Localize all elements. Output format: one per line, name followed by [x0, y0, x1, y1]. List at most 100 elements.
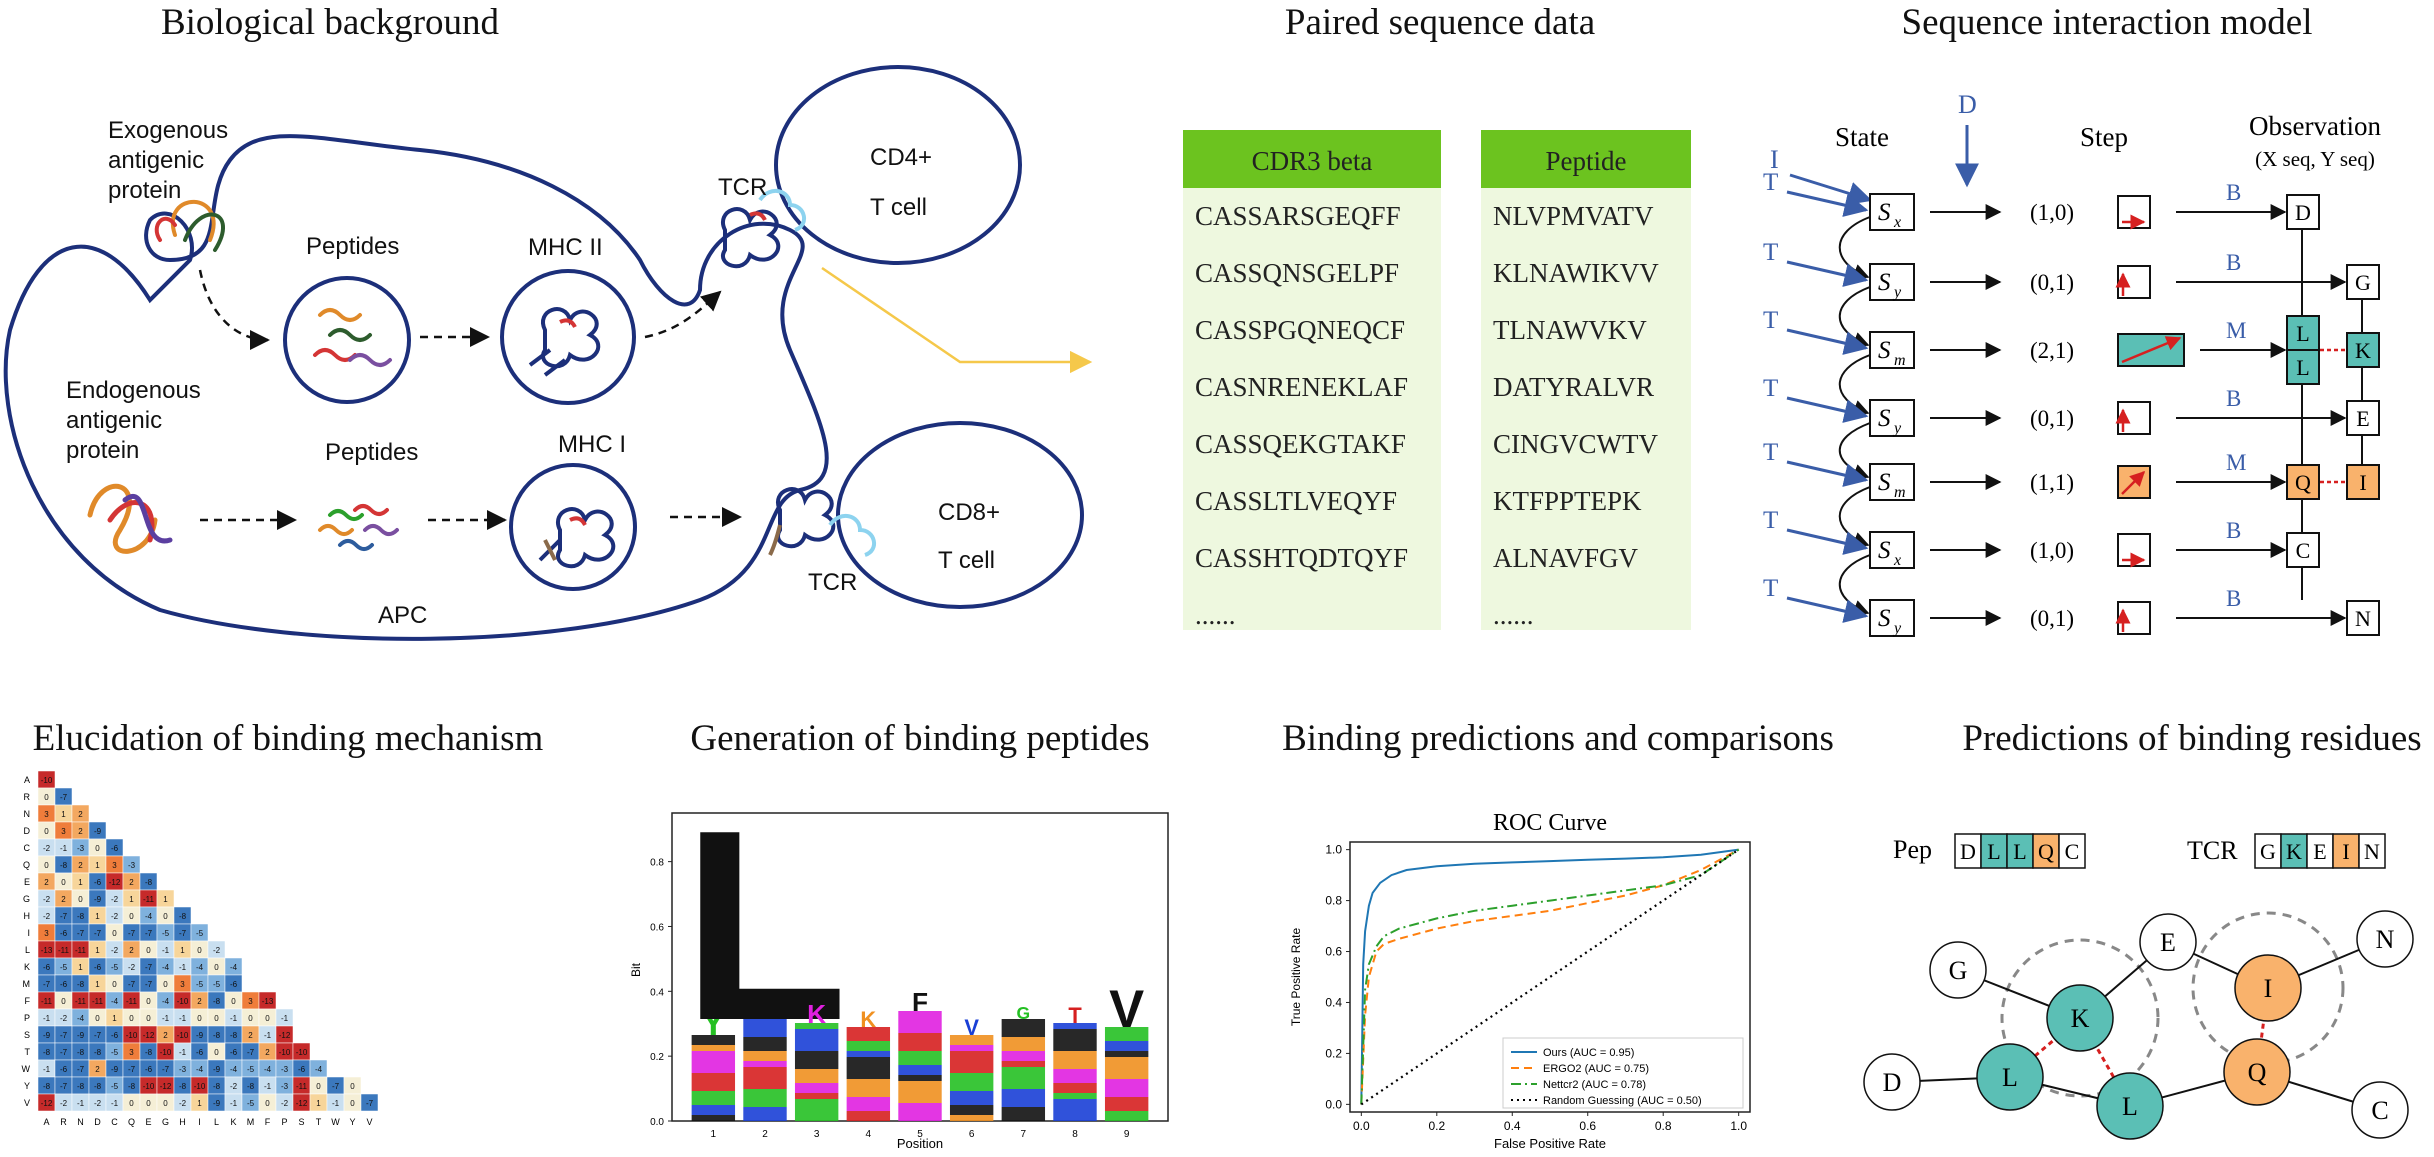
transition-label: T	[1763, 169, 1778, 196]
mhc1-molecule-icon	[538, 507, 616, 569]
cdr3-table: CDR3 beta CASSARSGEQFF CASSQNSGELPF CASSPG…	[1183, 130, 1441, 630]
peptide-header: Peptide	[1546, 146, 1627, 176]
tcr-residue-box	[2306, 833, 2334, 869]
logo-xlabel: Position	[897, 1136, 943, 1151]
label-apc: APC	[378, 602, 427, 629]
heatmap-row-label: M	[23, 979, 31, 989]
heatmap-cell-value: -1	[60, 844, 68, 853]
label-tcr-1: TCR	[718, 174, 767, 201]
heatmap-cell-value: -11	[58, 946, 70, 955]
logo-letter-stack	[691, 1115, 736, 1121]
title-biological-background: Biological background	[161, 2, 500, 43]
logo-letter-stack	[846, 1097, 891, 1111]
x-observation-box	[2286, 464, 2320, 500]
heatmap-cell-value: -11	[143, 895, 155, 904]
roc-legend-label: Ours (AUC = 0.95)	[1543, 1047, 1634, 1059]
step-value: (1,1)	[2030, 470, 2074, 495]
heatmap-cell-value: -4	[315, 1065, 323, 1074]
heatmap-cell-value: -7	[60, 1048, 68, 1057]
logo-xtick-label: 7	[1021, 1129, 1027, 1140]
heatmap-row-label: C	[24, 843, 31, 853]
heatmap-cell-value: -11	[126, 997, 138, 1006]
heatmap-cell-value: 1	[163, 895, 168, 904]
heatmap-cell-value: -5	[162, 929, 170, 938]
heatmap-cell-value: -4	[111, 997, 119, 1006]
heatmap-col-label: F	[265, 1117, 271, 1127]
heatmap-cell-value: -8	[94, 1048, 102, 1057]
y-observation-letter: N	[2355, 606, 2371, 631]
tcr-molecule-cd8-icon	[768, 487, 876, 557]
heatmap-cell-value: -2	[179, 1099, 187, 1108]
logo-letter-stack	[898, 1051, 942, 1065]
label-tcr-2: TCR	[808, 569, 857, 596]
state-chain-arrow	[1838, 354, 1871, 416]
delete-label: D	[1958, 90, 1977, 119]
heatmap-col-label: L	[214, 1117, 219, 1127]
step-value: (0,1)	[2030, 270, 2074, 295]
step-value: (0,1)	[2030, 406, 2074, 431]
roc-ytick-label: 0.2	[1325, 1046, 1342, 1060]
heatmap-cell-value: 2	[248, 1031, 253, 1040]
logo-letter-stack	[743, 1067, 787, 1089]
residue-node-label: K	[2071, 1004, 2090, 1033]
roc-legend-label: Random Guessing (AUC = 0.50)	[1543, 1095, 1702, 1107]
cdr3-sequence: CASSHTQDTQYF	[1195, 543, 1408, 573]
logo-letter-stack	[898, 1011, 942, 1033]
heatmap-cell-value: -4	[196, 963, 204, 972]
state-label: S	[1878, 469, 1891, 496]
mhc2-vesicle	[500, 269, 636, 405]
heatmap-cell-value: 0	[350, 1082, 355, 1091]
x-observation-box	[2286, 194, 2320, 230]
heatmap-col-label: G	[162, 1117, 169, 1127]
state-label: S	[1878, 605, 1891, 632]
label-endogenous-1: Endogenous	[66, 377, 201, 404]
x-observation-box	[2286, 532, 2320, 568]
emission-label: B	[2226, 180, 2241, 205]
heatmap-cell-value: -7	[128, 1065, 136, 1074]
heatmap-cell-value: -9	[213, 1099, 221, 1108]
label-exogenous-2: antigenic	[108, 147, 204, 174]
logo-xtick-label: 2	[762, 1129, 768, 1140]
heatmap-cell-value: -8	[60, 861, 68, 870]
heatmap-cell-value: 2	[129, 878, 134, 887]
heatmap-cell-value: -5	[60, 963, 68, 972]
heatmap-cell-value: 2	[95, 1065, 100, 1074]
cdr3-sequence: CASSLTLVEQYF	[1195, 486, 1397, 516]
residue-node	[1863, 1053, 1921, 1111]
state-label: S	[1878, 199, 1891, 226]
pep-residue-letter: Q	[2038, 839, 2054, 864]
heatmap-cell-value: -6	[94, 963, 102, 972]
heatmap-cell-value: -8	[213, 1082, 221, 1091]
heatmap-cell-value: -7	[128, 980, 136, 989]
step-direction-arrow	[2121, 336, 2182, 364]
state-chain-arrow	[1838, 422, 1871, 480]
heatmap-cell-value: 3	[112, 861, 117, 870]
heatmap-col-label: W	[331, 1117, 340, 1127]
peptide-sequence: CINGVCWTV	[1493, 429, 1658, 459]
exogenous-protein-icon	[154, 199, 225, 252]
x-observation-letter: Q	[2295, 470, 2311, 495]
transition-arrow	[1786, 190, 1869, 217]
emission-label: M	[2226, 318, 2246, 343]
heatmap-cell-value: -8	[213, 1031, 221, 1040]
logo-letter-stack	[794, 1051, 839, 1069]
heatmap-cell-value: -2	[230, 1082, 238, 1091]
heatmap-cell-value: -3	[77, 844, 85, 853]
heatmap-cell-value: 3	[61, 827, 66, 836]
heatmap-cell-value: 0	[146, 997, 151, 1006]
title-generation-peptides: Generation of binding peptides	[690, 718, 1149, 759]
heatmap-cell-value: 1	[197, 1099, 202, 1108]
logo-xtick-label: 1	[711, 1129, 717, 1140]
heatmap-row-label: Y	[24, 1081, 30, 1091]
cdr3-sequence: CASNRENEKLAF	[1195, 372, 1408, 402]
state-chain-arrow	[1838, 216, 1871, 280]
state-box	[1869, 463, 1915, 501]
cdr3-table-header-bg	[1183, 130, 1441, 188]
x-observation-letter: C	[2296, 538, 2311, 563]
logo-letter-stack	[1104, 1079, 1149, 1097]
heatmap-cell-value: 0	[112, 980, 117, 989]
heatmap-cell-value: -9	[196, 1031, 204, 1040]
heatmap-cell-value: -8	[128, 1082, 136, 1091]
transition-arrow	[1786, 396, 1869, 423]
